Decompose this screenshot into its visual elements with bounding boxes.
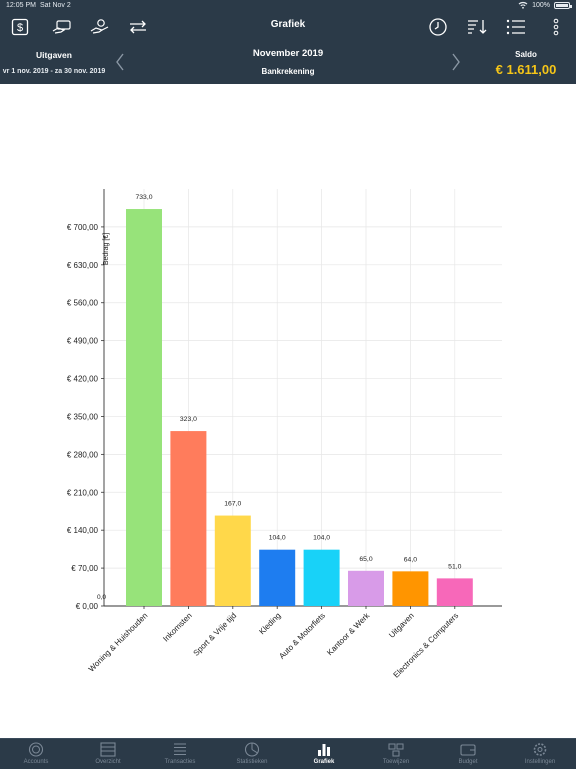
bar: [170, 431, 207, 606]
month-label: November 2019: [252, 48, 324, 59]
y-axis-title: Bedrag [€]: [103, 233, 110, 265]
y-tick-label: € 630,00: [67, 261, 99, 270]
bar-chart: € 0,00 € 70,00 € 140,00 € 210,00 € 280,00 € 3…: [0, 84, 576, 738]
tab-budget[interactable]: Budget: [432, 739, 504, 769]
app-header: 12:05 PM Sat Nov 2 100% $: [0, 0, 576, 84]
settings-gear-icon: [533, 743, 547, 756]
transfer-arrows-icon[interactable]: [126, 15, 150, 39]
transactions-list-icon: [174, 743, 186, 755]
y-tick-label: € 700,00: [67, 223, 99, 232]
hand-coins-icon[interactable]: [88, 15, 112, 39]
svg-text:$: $: [17, 22, 23, 34]
tab-label: Accounts: [23, 759, 49, 765]
x-category-label: Inkomsten: [161, 611, 193, 643]
chevron-right-icon[interactable]: [450, 52, 462, 72]
saldo-value: € 1.611,00: [495, 62, 557, 77]
y-tick-label: € 0,00: [76, 602, 99, 611]
tab-label: Toewijzen: [382, 759, 410, 765]
bar: [214, 515, 251, 606]
sort-icon[interactable]: [465, 15, 489, 39]
saldo-label: Saldo: [515, 50, 537, 59]
tab-label: Instellingen: [524, 759, 556, 765]
bar-chart-icon: [318, 744, 330, 756]
bar-value-label: 167,0: [224, 501, 241, 508]
more-vertical-icon[interactable]: [544, 15, 568, 39]
date-range: vr 1 nov. 2019 - za 30 nov. 2019: [2, 68, 106, 75]
period-selector: Uitgaven vr 1 nov. 2019 - za 30 nov. 201…: [0, 44, 576, 84]
x-category-label: Kantoor & Werk: [325, 610, 372, 657]
card-hand-icon[interactable]: [50, 15, 74, 39]
wallet-icon: [460, 744, 476, 756]
y-tick-label: € 350,00: [67, 412, 99, 421]
bar: [303, 549, 340, 606]
x-category-label: Sport & Vrije tijd: [192, 611, 239, 658]
bar: [436, 578, 473, 606]
y-tick-label: € 280,00: [67, 450, 99, 459]
bar-value-label: 51,0: [448, 563, 461, 570]
bar: [126, 209, 162, 606]
tab-transacties[interactable]: Transacties: [144, 739, 216, 769]
battery-percent: 100%: [532, 1, 550, 9]
y-tick-label: € 420,00: [67, 375, 99, 384]
tab-instellingen[interactable]: Instellingen: [504, 739, 576, 769]
x-category-label: Woning & Huishouden: [87, 611, 150, 674]
status-bar: 12:05 PM Sat Nov 2 100%: [0, 0, 576, 12]
chevron-left-icon[interactable]: [114, 52, 126, 72]
bar-value-label: 65,0: [359, 556, 372, 563]
dollar-square-icon[interactable]: $: [8, 15, 32, 39]
tab-accounts[interactable]: Accounts: [0, 739, 72, 769]
tab-label: Grafiek: [313, 759, 335, 765]
overview-icon: [100, 742, 116, 757]
x-category-label: Auto & Motorfiets: [277, 611, 327, 661]
tab-label: Overzicht: [95, 759, 121, 765]
tab-overzicht[interactable]: Overzicht: [72, 739, 144, 769]
view-type-label[interactable]: Uitgaven: [36, 50, 72, 60]
clock-icon[interactable]: [426, 15, 450, 39]
x-category-label: Uitgaven: [387, 611, 416, 640]
tab-bar: Accounts Overzicht Transacties Statistie…: [0, 738, 576, 769]
tab-label: Budget: [458, 759, 478, 765]
statistics-pie-icon: [244, 742, 260, 757]
status-time: 12:05 PM: [6, 2, 36, 9]
bar-value-label: 323,0: [180, 416, 197, 423]
tab-toewijzen[interactable]: Toewijzen: [360, 739, 432, 769]
zero-value-label: 0,0: [97, 594, 106, 601]
wifi-icon: [518, 1, 528, 9]
toolbar: $ Grafiek: [0, 12, 576, 42]
bar-value-label: 733,0: [135, 194, 152, 201]
y-tick-label: € 210,00: [67, 488, 99, 497]
bar-value-label: 104,0: [269, 535, 286, 542]
tab-label: Transacties: [164, 759, 196, 765]
assign-icon: [388, 743, 404, 757]
accounts-coin-icon: [28, 742, 44, 757]
bar-value-label: 64,0: [404, 556, 417, 563]
tab-statistieken[interactable]: Statistieken: [216, 739, 288, 769]
bar: [392, 571, 429, 606]
y-tick-label: € 490,00: [67, 337, 99, 346]
y-tick-label: € 140,00: [67, 526, 99, 535]
account-label[interactable]: Bankrekening: [261, 67, 315, 76]
page-title: Grafiek: [270, 19, 306, 30]
y-tick-label: € 560,00: [67, 299, 99, 308]
bar-value-label: 104,0: [313, 535, 330, 542]
y-tick-label: € 70,00: [71, 564, 98, 573]
bar: [259, 549, 296, 606]
bar: [348, 570, 384, 606]
tab-grafiek[interactable]: Grafiek: [288, 739, 360, 769]
list-icon[interactable]: [504, 15, 528, 39]
status-date: Sat Nov 2: [40, 2, 71, 9]
chart-svg: € 0,00 € 70,00 € 140,00 € 210,00 € 280,00 € 3…: [67, 189, 502, 680]
x-category-label: Kleding: [257, 611, 282, 636]
tab-label: Statistieken: [236, 759, 268, 765]
battery-icon: [554, 1, 572, 9]
